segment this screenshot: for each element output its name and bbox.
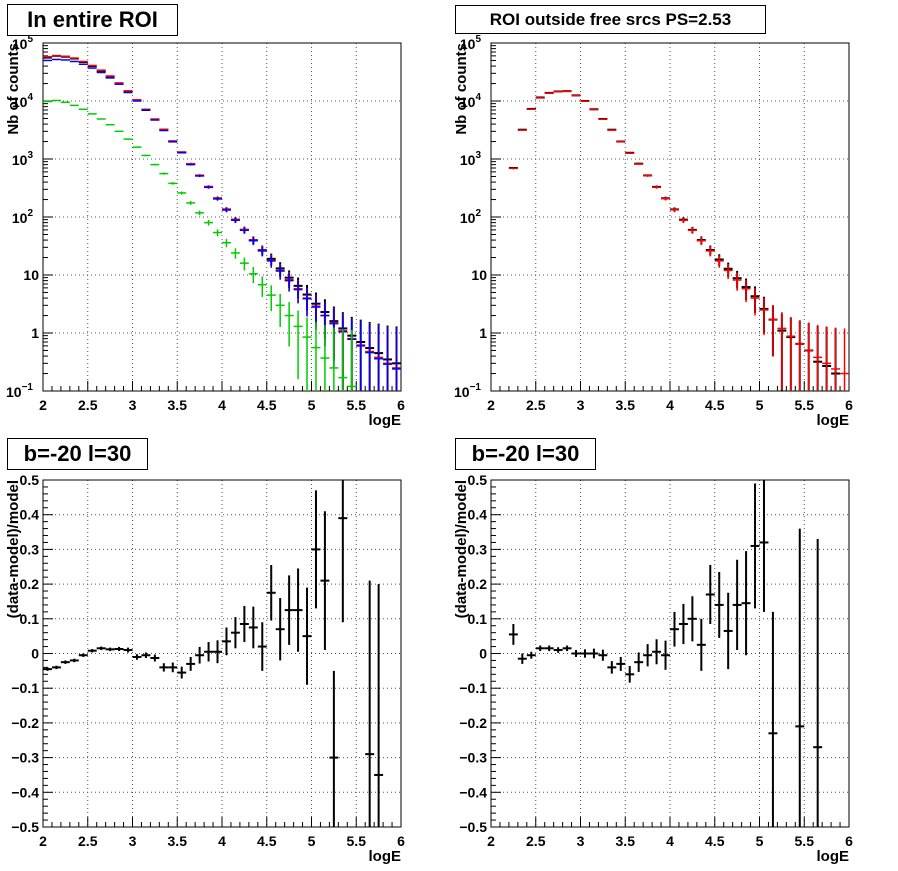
x-tick-label: 4 <box>218 397 226 413</box>
y-tick-label: 0.4 <box>468 507 488 523</box>
y-tick-label: −0.2 <box>11 715 39 731</box>
y-axis-label: (data-model)/model <box>5 480 22 618</box>
x-tick-label: 3.5 <box>616 397 636 413</box>
x-tick-label: 5.5 <box>795 833 815 849</box>
y-tick-label: 0 <box>31 646 39 662</box>
x-tick-label: 5.5 <box>795 397 815 413</box>
x-axis-label: logE <box>817 848 850 865</box>
x-tick-label: 2 <box>487 397 495 413</box>
x-tick-label: 4 <box>666 833 674 849</box>
x-tick-label: 5.5 <box>347 397 367 413</box>
plot-panel-bottom-right: 2 2.5 3 3.5 4 4.5 5 5.5 6 −0.5 −0.4 −0.3 −0.2 −0.1 0 0.… <box>453 472 853 865</box>
x-axis-label: logE <box>817 412 850 429</box>
plot-frame <box>490 42 850 392</box>
x-tick-label: 3 <box>577 833 585 849</box>
x-tick-label: 5 <box>308 397 316 413</box>
plot-frame <box>490 479 850 828</box>
y-tick-label: −0.2 <box>459 715 487 731</box>
y-tick-label: 10 <box>471 267 487 283</box>
y-tick-label: 10−1 <box>454 382 481 400</box>
x-tick-label: 6 <box>397 397 405 413</box>
x-tick-label: 2 <box>487 833 495 849</box>
y-tick-label: 0.2 <box>20 576 40 592</box>
x-tick-label: 3 <box>577 397 585 413</box>
panel-title-bottom-left: b=-20 l=30 <box>7 438 148 470</box>
x-tick-label: 3.5 <box>616 833 636 849</box>
x-tick-label: 4.5 <box>705 397 725 413</box>
y-tick-label: 10 <box>23 267 39 283</box>
x-tick-label: 4.5 <box>257 833 277 849</box>
y-tick-label: 0.5 <box>20 472 40 488</box>
x-tick-label: 6 <box>397 833 405 849</box>
y-tick-label: −0.1 <box>11 680 39 696</box>
y-tick-label: 0.3 <box>20 541 40 557</box>
y-tick-label: 0.3 <box>468 541 488 557</box>
y-axis-label: Nb of counts <box>453 43 470 135</box>
x-axis-label: logE <box>369 412 402 429</box>
y-tick-label: 102 <box>460 208 482 226</box>
y-tick-label: 1 <box>31 325 39 341</box>
y-tick-label: −0.4 <box>11 784 39 800</box>
x-tick-label: 5 <box>756 397 764 413</box>
y-tick-label: −0.5 <box>11 819 39 835</box>
y-tick-label: 10−1 <box>6 382 33 400</box>
y-tick-label: −0.5 <box>459 819 487 835</box>
x-tick-label: 4 <box>666 397 674 413</box>
y-tick-label: 0.1 <box>468 611 488 627</box>
y-tick-label: 0.1 <box>20 611 40 627</box>
y-tick-label: 0.4 <box>20 507 40 523</box>
y-tick-label: 1 <box>479 325 487 341</box>
y-tick-label: −0.3 <box>459 750 487 766</box>
x-axis-label: logE <box>369 848 402 865</box>
y-tick-label: −0.1 <box>459 680 487 696</box>
y-axis-label: Nb of counts <box>5 43 22 135</box>
panel-title-top-left: In entire ROI <box>7 4 178 36</box>
y-tick-label: 103 <box>460 150 482 168</box>
x-tick-label: 3 <box>129 833 137 849</box>
x-tick-label: 4.5 <box>257 397 277 413</box>
x-tick-label: 2.5 <box>526 833 546 849</box>
x-tick-label: 4.5 <box>705 833 725 849</box>
panel-title-bottom-right: b=-20 l=30 <box>455 438 596 470</box>
plot-frame <box>42 42 402 392</box>
x-tick-label: 3.5 <box>168 833 188 849</box>
y-tick-label: −0.4 <box>459 784 487 800</box>
y-axis-label: (data-model)/model <box>453 480 470 618</box>
x-tick-label: 5 <box>308 833 316 849</box>
y-tick-label: 0 <box>479 646 487 662</box>
x-tick-label: 5 <box>756 833 764 849</box>
x-tick-label: 2 <box>39 833 47 849</box>
x-tick-label: 2 <box>39 397 47 413</box>
x-tick-label: 5.5 <box>347 833 367 849</box>
x-tick-label: 2.5 <box>78 833 98 849</box>
plot-panel-bottom-left: 2 2.5 3 3.5 4 4.5 5 5.5 6 −0.5 −0.4 −0.3 −0.2 −0.1 0 0.… <box>5 472 405 865</box>
x-tick-label: 3.5 <box>168 397 188 413</box>
y-tick-label: 102 <box>12 208 34 226</box>
x-tick-label: 2.5 <box>526 397 546 413</box>
plot-frame <box>42 479 402 828</box>
panel-title-top-right: ROI outside free srcs PS=2.53 <box>455 5 766 34</box>
plot-panel-top-left: 2 2.5 3 3.5 4 4.5 5 5.5 610−1110102103104105logE… <box>5 34 405 429</box>
x-tick-label: 2.5 <box>78 397 98 413</box>
y-tick-label: 0.2 <box>468 576 488 592</box>
x-tick-label: 4 <box>218 833 226 849</box>
x-tick-label: 6 <box>845 397 853 413</box>
x-tick-label: 6 <box>845 833 853 849</box>
y-tick-label: 0.5 <box>468 472 488 488</box>
x-tick-label: 3 <box>129 397 137 413</box>
y-tick-label: −0.3 <box>11 750 39 766</box>
plot-panel-top-right: 2 2.5 3 3.5 4 4.5 5 5.5 610−1110102103104105logE… <box>453 34 853 429</box>
y-tick-label: 103 <box>12 150 34 168</box>
